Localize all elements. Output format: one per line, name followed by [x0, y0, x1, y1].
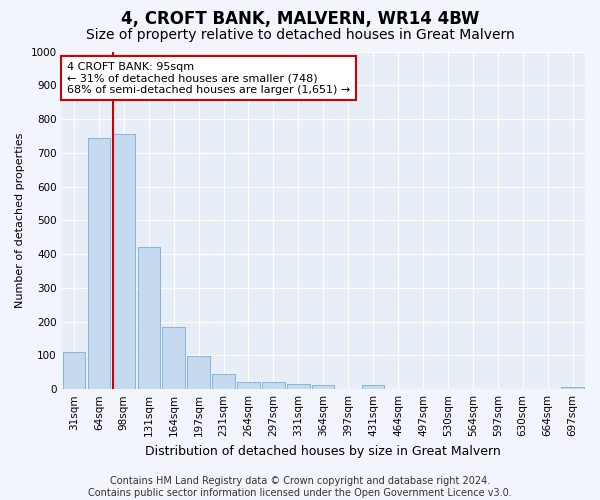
Bar [63, 352, 85, 389]
Bar [187, 356, 210, 389]
Bar [312, 385, 334, 389]
Bar [287, 384, 310, 389]
Bar [362, 385, 385, 389]
Bar [88, 138, 110, 389]
X-axis label: Distribution of detached houses by size in Great Malvern: Distribution of detached houses by size … [145, 444, 501, 458]
Text: 4, CROFT BANK, MALVERN, WR14 4BW: 4, CROFT BANK, MALVERN, WR14 4BW [121, 10, 479, 28]
Bar [212, 374, 235, 389]
Y-axis label: Number of detached properties: Number of detached properties [15, 132, 25, 308]
Bar [163, 326, 185, 389]
Bar [137, 248, 160, 389]
Bar [113, 134, 135, 389]
Bar [562, 388, 584, 389]
Bar [237, 382, 260, 389]
Text: 4 CROFT BANK: 95sqm
← 31% of detached houses are smaller (748)
68% of semi-detac: 4 CROFT BANK: 95sqm ← 31% of detached ho… [67, 62, 350, 95]
Bar [262, 382, 284, 389]
Text: Size of property relative to detached houses in Great Malvern: Size of property relative to detached ho… [86, 28, 514, 42]
Text: Contains HM Land Registry data © Crown copyright and database right 2024.
Contai: Contains HM Land Registry data © Crown c… [88, 476, 512, 498]
